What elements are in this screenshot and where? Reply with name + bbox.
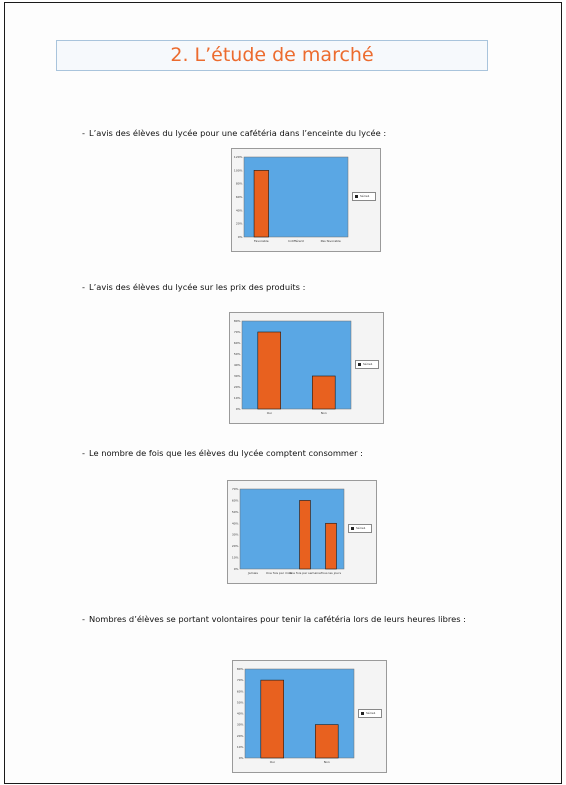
- y-tick-label: 20%: [236, 222, 243, 226]
- section-2-text: - L’avis des élèves du lycée sur les pri…: [82, 281, 489, 293]
- chart-svg: 0% 10% 20% 30% 40% 50% 60% 70% 80% Oui Non: [237, 667, 355, 764]
- legend-label: Série1: [366, 710, 376, 715]
- y-tick-label: 10%: [237, 745, 244, 749]
- x-tick-label: Oui: [267, 411, 272, 415]
- y-tick-label: 40%: [237, 712, 244, 716]
- y-tick-label: 40%: [234, 363, 241, 367]
- page-title: 2. L’étude de marché: [170, 44, 374, 66]
- y-tick-label: 10%: [232, 556, 239, 560]
- bar-1: [315, 724, 339, 759]
- x-tick-label: Non: [321, 411, 327, 415]
- y-tick-label: 0%: [236, 407, 241, 411]
- section-3-text: - Le nombre de fois que les élèves du ly…: [82, 447, 489, 459]
- y-tick-label: 0%: [234, 567, 239, 571]
- legend-label: Série1: [356, 526, 366, 530]
- bar-0: [253, 170, 269, 238]
- y-tick-label: 30%: [232, 533, 239, 537]
- x-tick-label: Pas favorable: [321, 239, 341, 243]
- x-tick-label: Jamais: [247, 571, 258, 575]
- y-tick-label: 80%: [234, 319, 241, 323]
- section-3-label: Le nombre de fois que les élèves du lycé…: [89, 448, 363, 458]
- y-tick-label: 40%: [236, 208, 243, 212]
- y-tick-label: 20%: [234, 385, 241, 389]
- y-tick-label: 60%: [237, 689, 244, 693]
- chart-legend: Série1: [355, 360, 379, 369]
- y-tick-label: 20%: [237, 734, 244, 738]
- y-tick-label: 50%: [232, 510, 239, 514]
- chart-volunteers: 0% 10% 20% 30% 40% 50% 60% 70% 80% Oui Non Série1: [232, 660, 387, 773]
- chart-svg: 0% 10% 20% 30% 40% 50% 60% 70% 80% Oui Non: [234, 319, 352, 415]
- legend-swatch: [358, 363, 361, 366]
- y-tick-label: 30%: [234, 374, 241, 378]
- chart-cafeteria-opinion: 0% 20% 40% 60% 80% 100% 120% Favorable Indiffére…: [231, 148, 381, 252]
- x-tick-label: Oui: [270, 760, 275, 764]
- y-tick-label: 100%: [234, 168, 243, 172]
- y-tick-label: 0%: [239, 756, 244, 760]
- chart-legend: Série1: [358, 708, 382, 718]
- bar-0: [257, 331, 281, 410]
- bullet-dash: -: [82, 448, 85, 458]
- legend-swatch: [361, 711, 364, 715]
- section-1-text: - L’avis des élèves du lycée pour une ca…: [82, 127, 489, 139]
- x-tick-label: Non: [324, 760, 330, 764]
- x-tick-label: Une fois par semaine: [289, 571, 321, 575]
- y-tick-label: 120%: [234, 155, 243, 159]
- y-tick-label: 0%: [238, 235, 243, 239]
- section-1-label: L’avis des élèves du lycée pour une café…: [89, 128, 387, 138]
- y-tick-label: 50%: [234, 352, 241, 356]
- x-tick-label: Tous les jours: [320, 571, 342, 575]
- y-tick-label: 50%: [237, 700, 244, 704]
- bar-0: [260, 679, 284, 759]
- y-tick-label: 20%: [232, 544, 239, 548]
- y-tick-label: 10%: [234, 396, 241, 400]
- chart-legend: Série1: [348, 524, 372, 533]
- legend-label: Série1: [363, 362, 373, 366]
- chart-svg: 0% 20% 40% 60% 80% 100% 120% Favorable Indiffére…: [234, 155, 349, 243]
- y-tick-label: 80%: [237, 667, 244, 671]
- x-tick-label: Indifférent: [288, 239, 304, 243]
- title-banner: 2. L’étude de marché: [56, 40, 488, 71]
- y-tick-label: 70%: [234, 330, 241, 334]
- legend-label: Série1: [360, 194, 370, 198]
- y-tick-label: 60%: [232, 498, 239, 502]
- section-4-text: - Nombres d’élèves se portant volontaire…: [82, 613, 499, 625]
- bullet-dash: -: [82, 282, 85, 292]
- chart-price-opinion: 0% 10% 20% 30% 40% 50% 60% 70% 80% Oui Non Série1: [229, 312, 384, 424]
- bar-2: [299, 500, 311, 570]
- x-tick-label: Une fois par mois: [266, 571, 293, 575]
- bar-1: [312, 375, 336, 410]
- chart-consumption-frequency: 0% 10% 20% 30% 40% 50% 60% 70% Jamais Une fois pa…: [227, 480, 377, 584]
- y-tick-label: 30%: [237, 723, 244, 727]
- y-tick-label: 70%: [232, 487, 239, 491]
- y-tick-label: 40%: [232, 521, 239, 525]
- legend-swatch: [355, 195, 358, 198]
- y-tick-label: 80%: [236, 182, 243, 186]
- x-tick-label: Favorable: [254, 239, 269, 243]
- y-tick-label: 70%: [237, 678, 244, 682]
- chart-legend: Série1: [352, 192, 376, 201]
- y-tick-label: 60%: [234, 341, 241, 345]
- bullet-dash: -: [82, 614, 85, 624]
- section-2-label: L’avis des élèves du lycée sur les prix …: [89, 282, 306, 292]
- bar-3: [325, 522, 337, 570]
- bullet-dash: -: [82, 128, 85, 138]
- legend-swatch: [351, 527, 354, 530]
- scanned-page: 2. L’étude de marché - L’avis des élèves…: [4, 2, 562, 784]
- section-4-label: Nombres d’élèves se portant volontaires …: [89, 614, 466, 624]
- y-tick-label: 60%: [236, 195, 243, 199]
- chart-svg: 0% 10% 20% 30% 40% 50% 60% 70% Jamais Une fois pa…: [232, 487, 345, 575]
